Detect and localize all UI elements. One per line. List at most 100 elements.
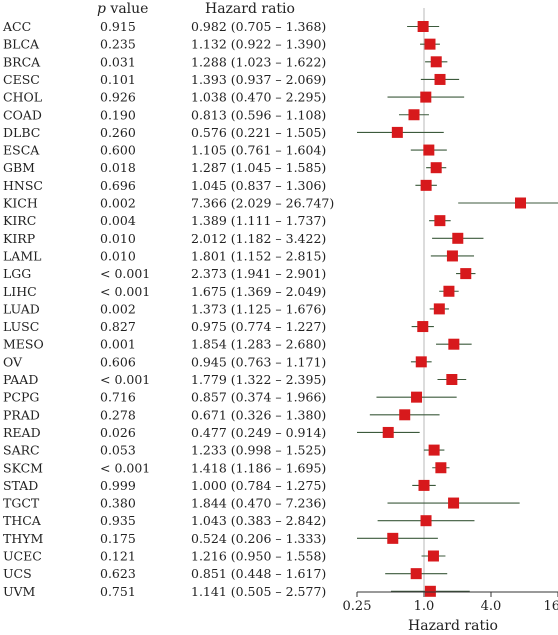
row-pvalue: 0.175 (100, 531, 136, 546)
row-pvalue: 0.002 (100, 301, 136, 316)
pvalue-header-rest: value (106, 1, 149, 17)
hr-marker (399, 409, 411, 421)
row-hr-text: 0.671 (0.326 – 1.380) (191, 407, 326, 422)
table-rows: ACC 0.915 0.982 (0.705 – 1.368) BLCA 0.235 1.… (2, 19, 334, 599)
hr-marker (443, 285, 455, 297)
row-hr-text: 1.373 (1.125 – 1.676) (191, 301, 326, 316)
row-hr-text: 0.576 (0.221 – 1.505) (191, 125, 326, 140)
row-pvalue: 0.018 (100, 160, 136, 175)
row-pvalue: < 0.001 (100, 284, 150, 299)
row-hr-text: 1.393 (0.937 – 2.069) (191, 72, 326, 87)
row-label: KICH (3, 196, 38, 211)
hr-marker (430, 56, 442, 68)
row-label: GBM (3, 160, 35, 175)
row-hr-text: 0.524 (0.206 – 1.333) (191, 531, 326, 546)
row-hr-text: 0.477 (0.249 – 0.914) (191, 425, 326, 440)
row-label: UCS (3, 566, 32, 581)
hr-marker (417, 321, 429, 333)
row-label: PCPG (3, 390, 39, 405)
hr-marker (420, 515, 432, 527)
hr-marker (434, 73, 446, 85)
row-label: STAD (3, 478, 38, 493)
row-pvalue: 0.999 (100, 478, 136, 493)
hr-marker (446, 374, 458, 385)
row-hr-text: 1.287 (1.045 – 1.585) (191, 160, 326, 175)
row-pvalue: 0.010 (100, 231, 136, 246)
hr-marker (427, 550, 439, 562)
row-label: COAD (3, 107, 42, 122)
row-pvalue: 0.278 (100, 407, 136, 422)
row-hr-text: 2.012 (1.182 – 3.422) (191, 231, 326, 246)
row-pvalue: 0.190 (100, 107, 136, 122)
row-hr-text: 1.779 (1.322 – 2.395) (191, 372, 326, 387)
row-hr-text: 1.675 (1.369 – 2.049) (191, 284, 326, 299)
hr-marker (515, 197, 527, 209)
hr-marker (448, 338, 460, 350)
hr-marker (387, 532, 399, 544)
row-label: PAAD (3, 372, 38, 387)
row-pvalue: 0.002 (100, 196, 136, 211)
row-label: DLBC (3, 125, 40, 140)
row-pvalue: 0.010 (100, 248, 136, 263)
row-label: LUAD (3, 301, 40, 316)
row-pvalue: 0.101 (100, 72, 136, 87)
row-label: THYM (3, 531, 43, 546)
row-pvalue: < 0.001 (100, 460, 150, 475)
hr-marker (420, 91, 432, 103)
row-pvalue: 0.235 (100, 37, 136, 52)
row-pvalue: 0.751 (100, 584, 136, 599)
row-hr-text: 1.045 (0.837 – 1.306) (191, 178, 326, 193)
row-label: BLCA (3, 37, 40, 52)
row-label: UVM (3, 584, 36, 599)
hr-marker (435, 462, 447, 474)
hr-marker (433, 303, 445, 315)
row-pvalue: < 0.001 (100, 266, 150, 281)
row-hr-text: 1.288 (1.023 – 1.622) (191, 54, 326, 69)
pvalue-header-italic: p (97, 1, 106, 17)
row-pvalue: 0.935 (100, 513, 136, 528)
row-label: ESCA (3, 143, 40, 158)
row-label: READ (3, 425, 41, 440)
row-pvalue: 0.380 (100, 496, 136, 511)
row-label: LAML (3, 248, 41, 263)
row-hr-text: 7.366 (2.029 – 26.747) (191, 196, 334, 211)
hr-marker (408, 109, 420, 121)
row-label: LIHC (3, 284, 37, 299)
row-hr-text: 1.000 (0.784 – 1.275) (191, 478, 326, 493)
x-axis: 0.25 1.0 4.0 16.0 (343, 591, 558, 614)
hr-marker (446, 250, 458, 262)
hr-marker (448, 497, 460, 509)
row-hr-text: 1.854 (1.283 – 2.680) (191, 337, 326, 352)
row-label: MESO (3, 337, 44, 352)
x-tick-label: 4.0 (481, 599, 502, 614)
hr-header: Hazard ratio (205, 1, 295, 17)
hr-marker (428, 444, 440, 456)
row-pvalue: 0.001 (100, 337, 136, 352)
row-hr-text: 1.233 (0.998 – 1.525) (191, 443, 326, 458)
row-hr-text: 0.982 (0.705 – 1.368) (191, 19, 326, 34)
row-label: LUSC (3, 319, 39, 334)
plot-area (357, 8, 558, 597)
hr-marker (420, 179, 432, 191)
row-pvalue: 0.827 (100, 319, 136, 334)
row-pvalue: 0.696 (100, 178, 136, 193)
row-label: HNSC (3, 178, 43, 193)
row-pvalue: 0.915 (100, 19, 136, 34)
hr-marker (391, 126, 403, 138)
row-pvalue: < 0.001 (100, 372, 150, 387)
hr-marker (410, 568, 422, 580)
row-label: SKCM (3, 460, 43, 475)
row-hr-text: 1.418 (1.186 – 1.695) (191, 460, 326, 475)
row-hr-text: 0.857 (0.374 – 1.966) (191, 390, 326, 405)
hr-marker (460, 268, 472, 280)
row-pvalue: 0.004 (100, 213, 136, 228)
hr-marker (417, 21, 429, 32)
row-pvalue: 0.031 (100, 54, 136, 69)
x-axis-label: Hazard ratio (408, 618, 498, 634)
row-hr-text: 1.141 (0.505 – 2.577) (191, 584, 326, 599)
hr-marker (452, 232, 464, 244)
row-hr-text: 1.801 (1.152 – 2.815) (191, 248, 326, 263)
row-hr-text: 0.945 (0.763 – 1.171) (191, 354, 326, 369)
row-hr-text: 1.043 (0.383 – 2.842) (191, 513, 326, 528)
row-hr-text: 0.851 (0.448 – 1.617) (191, 566, 326, 581)
